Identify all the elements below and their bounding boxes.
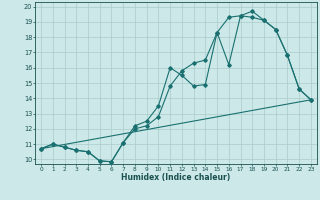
X-axis label: Humidex (Indice chaleur): Humidex (Indice chaleur) — [121, 173, 231, 182]
